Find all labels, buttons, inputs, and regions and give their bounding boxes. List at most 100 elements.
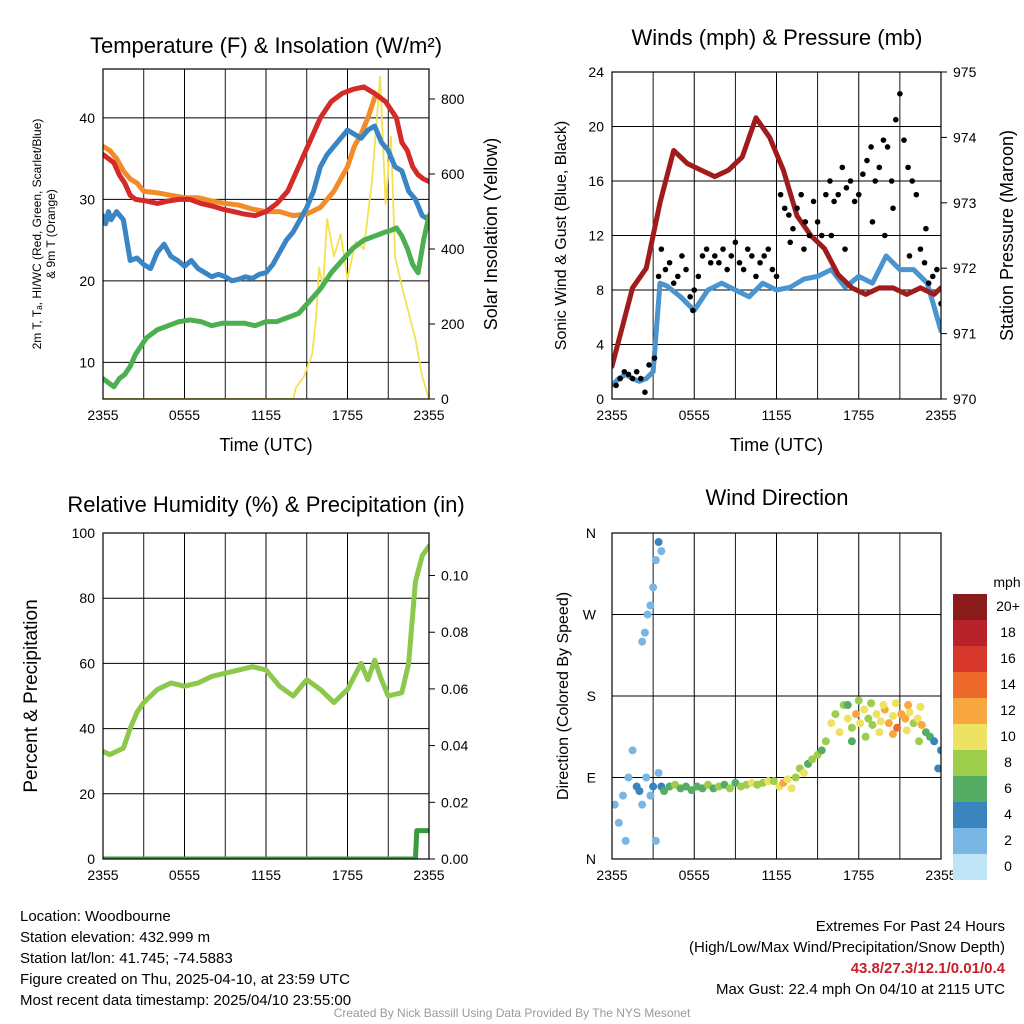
temp-series-dew-point [103,213,429,390]
wdir-xtick-label: 2355 [596,867,627,883]
wdir-ytick-label: N [586,525,596,541]
colorbar-swatch [953,698,987,724]
wind-direction-point [787,784,796,793]
wind-direction-point [646,601,655,610]
wind-gust-point [917,246,924,252]
wind-gust-point [923,225,929,232]
colorbar-label: 6 [1004,780,1012,796]
colorbar-label: 18 [1000,624,1016,640]
wdir-plot-area [612,538,941,845]
wind-gust-point [753,273,759,280]
rh-ytick-label: 80 [79,590,95,606]
wind-ytick-label: 20 [588,119,604,135]
wind-direction-point [847,723,856,732]
wind-direction-point [835,728,844,737]
wind-gust-point [646,362,652,368]
wind-direction-point [646,791,655,800]
wind-gust-point [777,191,784,198]
rh-y2tick-label: 0.06 [441,681,468,697]
temp-ylabel-line2: & 9m T (Orange) [44,189,58,279]
wind-gust-point [642,389,648,395]
wind-gust-point [625,371,632,378]
rh-y2tick-label: 0.02 [441,794,468,810]
rh-xtick-label: 0555 [169,867,200,883]
wind-gust-point [842,246,848,252]
colorbar-label: 2 [1004,832,1012,848]
wind-direction-point [831,710,840,719]
wind-gust-point [801,246,807,252]
wind-gust-point [938,300,941,307]
wind-plot-area [612,91,941,395]
wind-gust-point [925,280,932,286]
wind-y2tick-label: 971 [953,326,977,342]
wind-direction-point [861,732,870,741]
colorbar-swatch [953,672,987,698]
wind-ytick-label: 4 [596,337,604,353]
figure-created: Figure created on Thu, 2025-04-10, at 23… [20,971,350,988]
station-info: Location: Woodbourne Station elevation: … [20,906,351,1011]
temp-y2tick-label: 200 [441,316,465,332]
rh-xtick-label: 1755 [332,867,363,883]
wdir-ytick-label: S [587,688,596,704]
wind-gust-point [655,273,662,280]
wind-direction-point [628,746,637,755]
wind-gust-point [860,171,866,177]
wdir-ylabel: Direction (Colored By Speed) [555,592,572,800]
wind-gust-point [621,368,628,375]
wind-ylabel-right: Station Pressure (Maroon) [997,130,1017,341]
colorbar-label: 20+ [996,598,1020,614]
wind-gust-point [790,225,796,232]
wind-gust-point [921,259,928,266]
wind-gust-point [749,253,755,259]
extremes-values: 43.8/27.3/12.1/0.01/0.4 [850,960,1005,977]
wind-direction-point [791,773,800,782]
wind-xtick-label: 2355 [596,407,627,423]
wind-direction-point [654,768,663,777]
wind-direction-point [827,719,836,728]
rh-series-precipitation [103,828,429,859]
wind-direction-point [902,726,911,735]
wind-direction-point [916,702,925,711]
wind-y2tick-label: 972 [953,260,977,276]
wind-gust-point [905,164,911,171]
wind-xtick-label: 1155 [761,407,791,423]
wind-xtick-label: 1755 [843,407,874,423]
wind-direction-point [764,777,773,786]
wind-gust-point [827,178,833,184]
wind-direction-point [884,719,893,728]
wdir-xtick-label: 0555 [679,867,710,883]
credit-line: Created By Nick Bassill Using Data Provi… [333,1006,691,1020]
rh-y2tick-label: 0.10 [441,568,468,584]
wdir-ytick-label: E [587,770,596,786]
wind-direction-point [891,699,900,708]
max-gust: Max Gust: 22.4 mph On 04/10 at 2115 UTC [715,981,1005,998]
wind-gust-point [929,273,936,280]
wind-gust-point [613,382,619,389]
temp-y2tick-label: 800 [441,91,465,107]
wind-ylabel: Sonic Wind & Gust (Blue, Black) [553,121,570,350]
wind-direction-point [930,737,939,746]
wind-direction-point [657,547,666,556]
temp-y2tick-label: 0 [441,391,449,407]
temp-ytick-label: 20 [79,273,95,289]
colorbar-label: 0 [1004,858,1012,874]
wind-y2tick-label: 974 [953,129,977,145]
temp-xtick-label: 2355 [87,407,118,423]
wind-ytick-label: 12 [588,228,604,244]
wind-direction-point [638,637,647,646]
wind-gust-point [629,375,636,382]
rh-y2tick-label: 0.08 [441,624,468,640]
wind-gust-point [897,91,903,97]
wind-gust-point [757,259,763,266]
wind-direction-point [875,728,884,737]
rh-frame [102,532,430,860]
wind-series-sonic-wind [612,253,941,388]
rh-ylabel: Percent & Precipitation [21,599,42,792]
wind-gust-point [901,137,907,143]
humidity-precipitation-panel: Relative Humidity (%) & Precipitation (i… [21,492,468,883]
wind-gust-point [662,266,669,273]
wind-gust-point [691,287,698,293]
wind-y2tick-label: 970 [953,391,977,407]
wind-direction-point [612,800,619,809]
wind-direction-point [808,755,817,764]
